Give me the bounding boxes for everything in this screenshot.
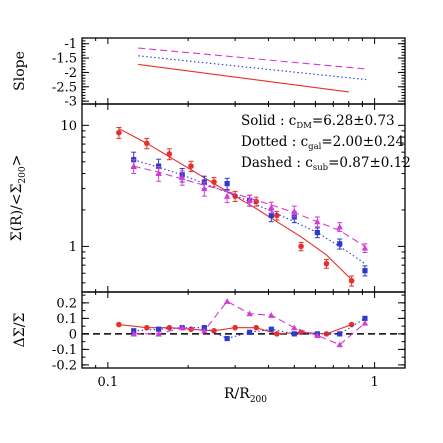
panel-1-solid-series-point: [166, 151, 173, 157]
panel-2-dotted-series-point: [156, 326, 162, 332]
panel-2-dotted-series-point: [337, 331, 343, 337]
panel-1-y-tick-label: 10: [60, 119, 77, 134]
panel-1-dashed-series-point: [268, 204, 275, 210]
panel-2-dotted-series-point: [291, 331, 297, 337]
panel-1-dotted-series-point: [224, 181, 230, 187]
panel-1-dashed-series-line: [133, 165, 366, 247]
annotation-sub: Dashed : csub=0.87±0.12: [241, 155, 411, 173]
annotation-DM: Solid : cDM=6.28±0.73: [241, 113, 395, 131]
panel-2-y-tick-label: -0.2: [52, 358, 77, 373]
panel-2-dashed-series-point: [314, 332, 321, 338]
panel-2-y-axis-label: ΔΣ/Σ: [12, 313, 28, 348]
panel-2-y-tick-label: 0: [69, 327, 77, 342]
panel-1-dotted-series-point: [337, 241, 343, 247]
panel-1-dashed-series-point: [201, 185, 208, 192]
panel-1-dashed-series-point: [246, 197, 253, 203]
panel-0-y-tick-label: -1: [64, 37, 77, 52]
panel-2-y-tick-label: 0.2: [56, 296, 77, 311]
residual-panel: 0.20.10-0.1-0.2ΔΣ/Σ0.1 1R/R200: [12, 291, 406, 405]
x-axis-label: R/R200: [224, 386, 267, 405]
panel-2-dotted-series-point: [247, 329, 253, 335]
panel-2-dotted-series-line: [133, 317, 366, 340]
panel-1-solid-series-point: [144, 140, 150, 147]
panel-2-solid-series-point: [166, 324, 173, 331]
panel-2-dashed-series-point: [201, 327, 208, 334]
panel-0-y-tick-label: -2: [64, 66, 77, 81]
surface-density-panel: 1 10 Σ(R)/<Σ200> Solid : cDM=6.28±0.73 Dotte…: [9, 103, 411, 293]
panel-2-dashed-series-point: [291, 324, 298, 331]
panel-2-dotted-series-point: [268, 326, 274, 332]
panel-2-y-tick-label: -0.1: [52, 343, 77, 358]
slope-panel: -1-1.5-2-2.5-3 Slope: [12, 37, 406, 110]
panel-1-solid-series-point: [116, 129, 122, 136]
panel-2-solid-series-point: [274, 331, 280, 337]
panel-1-solid-series-point: [188, 163, 194, 169]
panel-2-solid-series-point: [144, 324, 150, 331]
panel-2-dashed-series-point: [246, 310, 253, 317]
panel-0-y-tick-label: -2.5: [52, 80, 77, 95]
panel-1-dashed-series-point: [223, 192, 231, 199]
panel-1-dashed-series-point: [336, 223, 343, 230]
panel-2-y-tick-label: 0.1: [56, 312, 77, 327]
panel-1-dashed-series-point: [314, 218, 321, 225]
panel-1-dotted-series-point: [362, 268, 368, 274]
panel-2-dashed-series-point: [155, 330, 162, 337]
panel-2-solid-series-point: [232, 324, 238, 331]
panel-1-solid-series-point: [274, 212, 280, 219]
panel-2-solid-series-point: [211, 327, 217, 334]
panel-2-dashed-series-point: [130, 330, 137, 337]
panel-2-frame: [81, 291, 406, 369]
panel-1-solid-series-point: [211, 179, 217, 185]
panel-0-y-tick-label: -3: [64, 95, 77, 110]
panel-1-dashed-series-point: [179, 174, 186, 181]
panel-1-dashed-series-point: [291, 208, 298, 214]
panel-2-solid-series-point: [348, 321, 355, 328]
panel-2-dotted-series-point: [224, 335, 230, 342]
panel-1-solid-series-point: [298, 243, 304, 250]
panel-1-dotted-series-point: [314, 229, 320, 236]
panel-2-solid-series-point: [116, 321, 122, 328]
panel-2-solid-series-point: [253, 324, 260, 331]
annotation-gal: Dotted : cgal=2.00±0.24: [241, 134, 404, 152]
x-tick-label: 0.1: [98, 375, 119, 390]
panel-1-dotted-series-point: [156, 163, 162, 169]
x-tick-label: 1: [370, 375, 378, 390]
panel-1-y-axis-label: Σ(R)/<Σ200>: [9, 155, 28, 242]
panel-1-solid-series-point: [232, 193, 238, 199]
panel-1-dashed-series-point: [155, 170, 162, 177]
panel-1-dotted-series-point: [268, 212, 274, 219]
panel-2-dashed-series-point: [336, 341, 343, 348]
panel-1-solid-series-point: [348, 277, 355, 284]
panel-2-dashed-series-point: [268, 312, 275, 318]
panel-2-dashed-series-point: [179, 324, 186, 331]
panel-0-y-tick-label: -1.5: [52, 52, 77, 67]
panel-0-solid-series-line: [138, 63, 349, 93]
panel-2-dotted-series-point: [362, 315, 368, 321]
panel-1-dashed-series-point: [361, 244, 369, 251]
panel-0-y-axis-label: Slope: [12, 51, 28, 91]
panel-1-solid-series-point: [323, 260, 330, 267]
panel-2-dashed-series-point: [361, 319, 369, 326]
panel-1-dashed-series-point: [130, 162, 137, 169]
panel-0-dashed-series-line: [138, 47, 367, 70]
panel-2-dashed-series-point: [223, 298, 231, 304]
panel-1-y-tick-label: 1: [69, 240, 77, 255]
